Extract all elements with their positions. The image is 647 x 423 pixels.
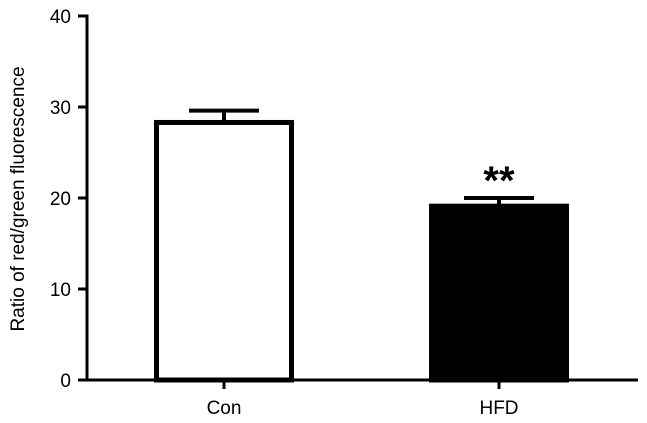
bar-hfd xyxy=(429,203,569,383)
y-tick-label: 0 xyxy=(60,371,71,392)
significance-marker: ** xyxy=(483,159,515,203)
y-tick-label: 20 xyxy=(50,189,71,210)
bar-con xyxy=(154,119,294,383)
y-tick-label: 40 xyxy=(50,7,71,28)
y-tick-label: 10 xyxy=(50,280,71,301)
y-tick-label: 30 xyxy=(50,98,71,119)
x-tick-label: Con xyxy=(207,398,242,419)
labels: 0 10 20 30 40 Con HFD ** xyxy=(50,7,519,419)
y-axis-label: Ratio of red/green fluorescence xyxy=(8,66,29,331)
x-tick-label: HFD xyxy=(479,398,518,419)
bars xyxy=(154,108,569,383)
